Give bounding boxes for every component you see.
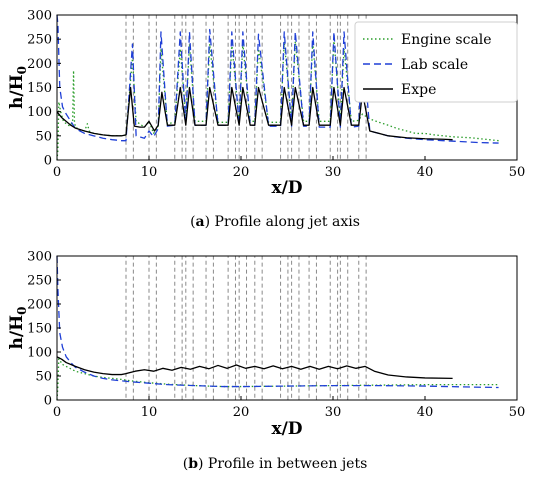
jet-box (358, 255, 367, 401)
legend-label: Engine scale (401, 32, 492, 48)
x-tick-label: 30 (325, 165, 342, 180)
caption-b: (b) Profile in between jets (182, 456, 368, 472)
y-tick-label: 250 (27, 274, 52, 289)
y-tick-label: 200 (27, 57, 52, 72)
jet-box (280, 255, 289, 401)
x-tick-label: 20 (233, 165, 250, 180)
y-tick-label: 250 (27, 33, 52, 48)
x-tick-label: 50 (509, 165, 526, 180)
x-tick-label: 30 (325, 405, 342, 420)
y-tick-label: 100 (27, 105, 52, 120)
y-tick-label: 0 (44, 154, 52, 169)
x-tick-label: 40 (417, 405, 434, 420)
jet-box (174, 14, 183, 161)
jet-box (227, 255, 236, 401)
jet-box (148, 255, 157, 401)
legend-box (354, 21, 518, 103)
jet-box (205, 255, 214, 401)
x-axis-label: x/D (271, 178, 302, 198)
y-axis-label: h/H0 (7, 307, 29, 350)
jet-box (125, 255, 134, 401)
jet-box (148, 14, 157, 161)
x-tick-label: 40 (417, 165, 434, 180)
y-tick-label: 150 (27, 322, 52, 337)
series-line-lab-scale (56, 255, 499, 389)
y-tick-label: 150 (27, 81, 52, 96)
x-tick-label: 0 (53, 165, 61, 180)
legend-label: Lab scale (401, 57, 468, 73)
jet-box (185, 255, 194, 401)
jet-box (329, 255, 339, 401)
y-tick-label: 0 (44, 394, 52, 409)
x-axis-label: x/D (271, 419, 302, 439)
y-tick-label: 50 (35, 129, 52, 144)
jet-box (339, 255, 349, 401)
caption-a-letter: a (195, 214, 205, 230)
caption-b-text: Profile in between jets (207, 456, 368, 472)
caption-b-letter: b (188, 456, 198, 472)
jet-box (238, 255, 248, 401)
legend-label: Expe (401, 82, 436, 98)
panel-b-chart: 0 10 20 30 40 50 0 50 100 150 200 250 300 x/D h/H0 (7, 250, 525, 440)
caption-a-text: Profile along jet axis (214, 214, 360, 230)
jet-box (174, 255, 183, 401)
jet-box (308, 255, 317, 401)
x-tick-label: 50 (509, 405, 526, 420)
panel-a-chart: 0 10 20 30 40 50 0 50 100 150 200 250 300 x/D h/H0 Engi… (7, 9, 525, 199)
caption-a: (a) Profile along jet axis (190, 214, 360, 230)
series-line-expe (56, 356, 453, 380)
y-axis-label: h/H0 (7, 66, 29, 109)
y-tick-label: 100 (27, 346, 52, 361)
x-tick-label: 20 (233, 405, 250, 420)
x-tick-label: 10 (141, 165, 158, 180)
jet-box (291, 255, 300, 401)
y-tick-label: 50 (35, 370, 52, 385)
jet-box (254, 255, 263, 401)
x-tick-label: 0 (53, 405, 61, 420)
y-tick-label: 300 (27, 9, 52, 24)
y-tick-label: 200 (27, 298, 52, 313)
series-line-lab-scale (56, 14, 499, 144)
series-line-engine-scale (56, 356, 499, 401)
x-tick-label: 10 (141, 405, 158, 420)
y-tick-label: 300 (27, 250, 52, 265)
series-line-expe (56, 86, 453, 141)
